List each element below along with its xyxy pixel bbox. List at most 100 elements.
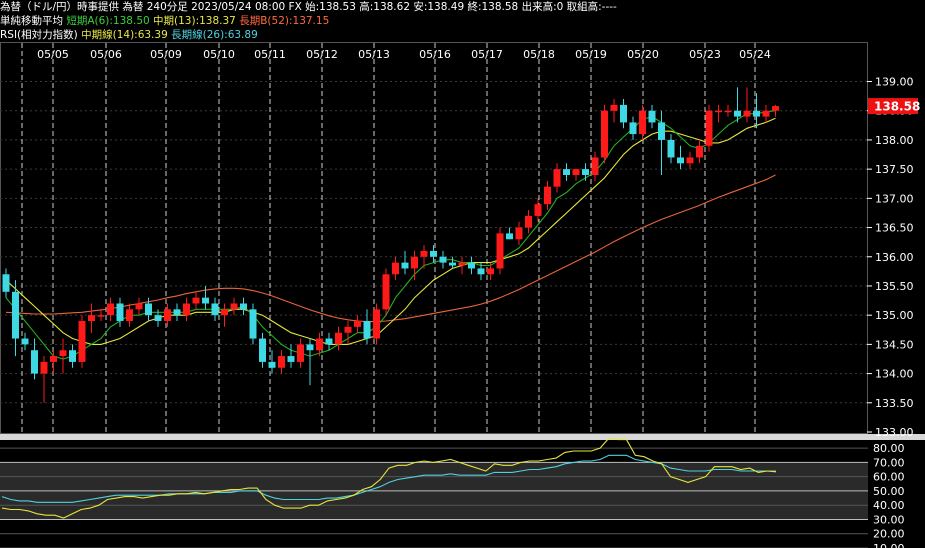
candle-body <box>230 303 238 310</box>
candle-body <box>734 110 741 117</box>
candle-body <box>21 338 29 345</box>
candle-body <box>116 303 124 322</box>
candle-body <box>762 110 770 117</box>
candle-body <box>12 291 19 339</box>
candle-body <box>107 303 114 316</box>
price-tick-label: 133.50 <box>875 397 914 410</box>
rsi-tick-label: 20.00 <box>873 528 905 541</box>
candle-body <box>2 274 10 292</box>
rsi-tick-label: 30.00 <box>873 513 905 526</box>
price-tick-label: 137.00 <box>875 192 914 205</box>
price-tick-label: 136.50 <box>875 222 914 235</box>
candle-body <box>173 309 181 316</box>
candle-body <box>126 309 133 322</box>
last-price-label: 138.58 <box>874 100 920 114</box>
candle-body <box>221 309 228 316</box>
rsi-long-value: 長期線(26):63.89 <box>171 29 258 41</box>
last-price-marker <box>868 98 918 115</box>
price-tick-label: 134.00 <box>875 368 914 381</box>
candle-body <box>468 262 475 269</box>
panel-separator <box>0 434 925 440</box>
rsi-label: RSI(相対力指数) <box>0 29 78 41</box>
sma-short-line <box>5 110 776 360</box>
candle-body <box>59 350 67 357</box>
candle-body <box>696 145 703 158</box>
sma-legend: 単純移動平均 短期A(6):138.50 中期(13):138.37 長期B(5… <box>0 14 329 28</box>
candle-body <box>515 227 523 240</box>
candle-body <box>610 104 618 111</box>
price-tick-label: 134.50 <box>875 338 914 351</box>
price-tick-label: 137.50 <box>875 163 914 176</box>
candle-body <box>202 297 209 304</box>
candle-body <box>401 262 409 269</box>
sma-short-value: 短期A(6):138.50 <box>66 15 150 27</box>
candle-body <box>686 157 694 164</box>
candle-body <box>50 356 57 362</box>
candle-body <box>772 106 779 111</box>
candle-body <box>506 233 513 240</box>
candle-body <box>620 104 627 123</box>
candle-body <box>534 204 542 216</box>
rsi-tick-label: 80.00 <box>873 442 905 455</box>
candle-body <box>563 169 570 175</box>
candle-body <box>705 110 713 146</box>
candle-body <box>525 215 532 228</box>
candle-body <box>677 157 684 164</box>
candle-body <box>78 321 86 362</box>
candle-body <box>164 309 171 322</box>
candle-body <box>354 321 361 327</box>
candle-body <box>97 315 105 317</box>
sma-long-value: 長期B(52):137.15 <box>239 15 330 27</box>
candle-body <box>363 321 371 339</box>
sma-long-line <box>5 174 776 323</box>
price-panel-border <box>0 42 868 434</box>
price-tick-label: 136.00 <box>875 251 914 264</box>
candle-body <box>658 122 665 140</box>
candle-body <box>458 262 466 266</box>
candle-body <box>496 233 504 269</box>
price-tick-label: 138.00 <box>875 134 914 147</box>
candle-body <box>582 169 589 175</box>
candle-body <box>553 169 561 187</box>
candle-body <box>259 338 266 362</box>
candle-body <box>287 356 295 362</box>
price-tick-label: 135.00 <box>875 309 914 322</box>
candle-body <box>325 338 333 345</box>
candle-body <box>268 361 276 368</box>
candle-body <box>648 110 656 123</box>
candle-body <box>382 274 390 310</box>
candle-body <box>31 350 38 374</box>
rsi-tick-label: 70.00 <box>873 456 905 469</box>
sma-mid-value: 中期(13):138.37 <box>153 15 236 27</box>
candle-body <box>544 186 551 205</box>
rsi-tick-label: 10.00 <box>873 542 905 548</box>
candle-body <box>639 110 646 135</box>
price-tick-label: 133.00 <box>875 426 914 439</box>
chart-header-title: 為替（ドル/円）時事提供 為替 240分足 2023/05/24 08:00 F… <box>0 1 617 13</box>
sma-mid-line <box>5 117 776 345</box>
candle-body <box>211 303 219 316</box>
candle-body <box>145 303 152 316</box>
candle-body <box>572 169 580 175</box>
candle-body <box>88 315 95 322</box>
rsi-long-line <box>1 454 777 503</box>
candle-body <box>297 344 304 362</box>
candle-body <box>183 303 190 316</box>
candle-body <box>601 110 608 158</box>
price-tick-label: 139.00 <box>875 76 914 89</box>
candle-body <box>724 110 732 113</box>
candle-body <box>306 344 314 351</box>
candle-body <box>439 256 447 263</box>
candle-body <box>629 122 637 135</box>
candle-body <box>344 326 352 333</box>
candle-body <box>192 297 200 304</box>
candle-body <box>392 262 399 275</box>
candle-body <box>487 268 494 275</box>
rsi-tick-label: 60.00 <box>873 471 905 484</box>
candle-body <box>430 250 437 257</box>
rsi-legend: RSI(相対力指数) 中期線(14):63.39 長期線(26):63.89 <box>0 28 258 42</box>
candle-body <box>373 309 380 339</box>
candle-body <box>477 268 485 275</box>
candle-body <box>420 250 428 257</box>
